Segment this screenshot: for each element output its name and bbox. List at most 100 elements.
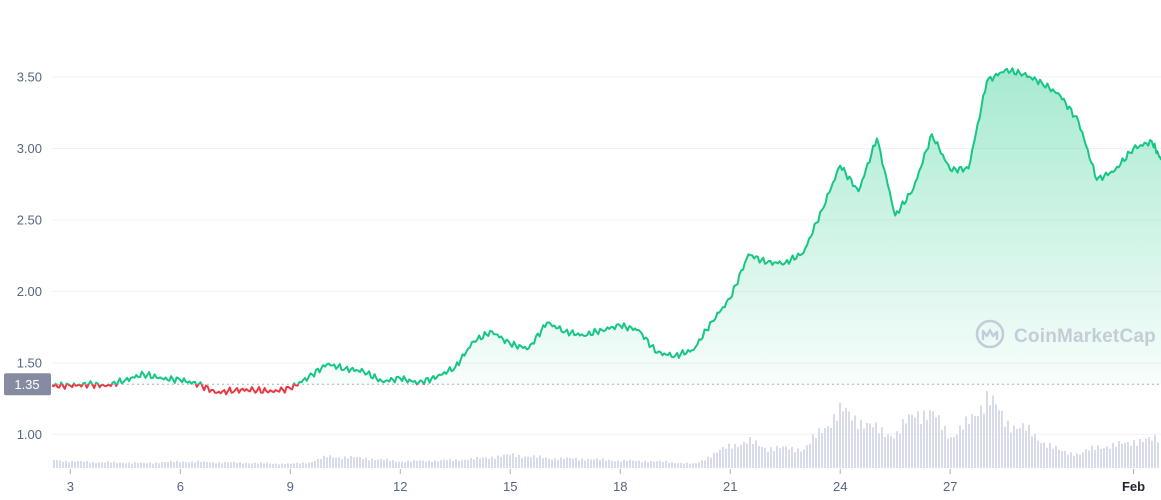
volume-bar bbox=[482, 457, 484, 468]
volume-bar bbox=[1085, 449, 1087, 468]
x-tick-label: 27 bbox=[943, 479, 957, 494]
volume-bar bbox=[551, 459, 553, 468]
x-tick-label: Feb bbox=[1122, 479, 1145, 494]
volume-bar bbox=[803, 449, 805, 468]
volume-bar bbox=[386, 458, 388, 468]
volume-bar bbox=[209, 462, 211, 468]
volume-bar bbox=[743, 441, 745, 468]
volume-bar bbox=[926, 419, 928, 468]
volume-bar bbox=[1040, 443, 1042, 468]
volume-bar bbox=[350, 456, 352, 468]
x-axis-ticks: 3 6 9 12 15 18 21 24 27 Feb bbox=[67, 469, 1145, 494]
volume-bar bbox=[77, 460, 79, 468]
coinmarketcap-watermark: CoinMarketCap bbox=[975, 319, 1156, 349]
price-line-down bbox=[51, 384, 426, 396]
volume-bar bbox=[149, 462, 151, 468]
volume-bar bbox=[626, 461, 628, 468]
volume-bar bbox=[188, 462, 190, 468]
volume-bar bbox=[194, 462, 196, 468]
volume-bar bbox=[881, 427, 883, 468]
volume-bar bbox=[248, 463, 250, 468]
volume-bar bbox=[173, 462, 175, 468]
volume-bar bbox=[515, 456, 517, 468]
volume-bar bbox=[947, 438, 949, 468]
volume-bar bbox=[554, 458, 556, 468]
volume-bar bbox=[563, 459, 565, 468]
volume-bar bbox=[527, 456, 529, 468]
volume-bar bbox=[359, 457, 361, 468]
volume-bar bbox=[326, 457, 328, 468]
volume-bar bbox=[410, 461, 412, 468]
volume-bar bbox=[401, 461, 403, 468]
volume-bar bbox=[821, 433, 823, 468]
volume-bar bbox=[269, 463, 271, 468]
volume-bar bbox=[959, 425, 961, 468]
volume-bar bbox=[662, 462, 664, 468]
y-axis-ticks: 1.00 1.50 2.00 2.50 3.00 3.50 bbox=[17, 70, 42, 442]
y-tick-label: 3.00 bbox=[17, 141, 42, 156]
volume-bar bbox=[1001, 410, 1003, 468]
volume-bar bbox=[98, 462, 100, 468]
volume-bar bbox=[992, 395, 994, 468]
volume-bar bbox=[281, 463, 283, 468]
volume-bar bbox=[605, 460, 607, 468]
volume-bar bbox=[164, 462, 166, 468]
volume-bar bbox=[392, 459, 394, 468]
volume-bar bbox=[494, 458, 496, 468]
price-area bbox=[52, 68, 1161, 385]
volume-bar bbox=[665, 461, 667, 468]
volume-bar bbox=[725, 448, 727, 468]
x-tick-label: 9 bbox=[287, 479, 294, 494]
volume-bar bbox=[68, 462, 70, 468]
volume-bar bbox=[611, 460, 613, 468]
volume-bar bbox=[1079, 454, 1081, 468]
volume-bar bbox=[929, 409, 931, 468]
volume-bar bbox=[1154, 435, 1156, 468]
volume-bar bbox=[1019, 428, 1021, 468]
volume-bar bbox=[356, 457, 358, 468]
volume-bar bbox=[650, 461, 652, 468]
volume-bar bbox=[614, 461, 616, 468]
volume-bar bbox=[365, 457, 367, 468]
x-tick-label: 21 bbox=[723, 479, 737, 494]
volume-bar bbox=[485, 457, 487, 468]
volume-bar bbox=[707, 456, 709, 468]
volume-bar bbox=[56, 460, 58, 468]
volume-bar bbox=[1016, 429, 1018, 468]
volume-bar bbox=[329, 455, 331, 468]
volume-bar bbox=[524, 456, 526, 468]
volume-bar bbox=[311, 462, 313, 468]
volume-bar bbox=[677, 463, 679, 468]
volume-bar bbox=[1145, 438, 1147, 468]
x-tick-label: 6 bbox=[177, 479, 184, 494]
volume-bar bbox=[686, 462, 688, 468]
price-line-up bbox=[54, 67, 1161, 385]
volume-bar bbox=[1058, 449, 1060, 468]
x-tick-label: 18 bbox=[613, 479, 627, 494]
volume-bar bbox=[980, 405, 982, 468]
volume-bar bbox=[347, 458, 349, 468]
volume-bar bbox=[956, 434, 958, 468]
x-tick-label: 12 bbox=[393, 479, 407, 494]
volume-bar bbox=[647, 462, 649, 468]
volume-bar bbox=[839, 402, 841, 468]
volume-bar bbox=[1028, 424, 1030, 468]
volume-bar bbox=[1031, 436, 1033, 468]
volume-bar bbox=[1139, 438, 1141, 468]
volume-bar bbox=[734, 443, 736, 468]
volume-bar bbox=[272, 463, 274, 468]
volume-bar bbox=[716, 452, 718, 468]
volume-bar bbox=[437, 461, 439, 468]
volume-bar bbox=[1088, 450, 1090, 468]
volume-bar bbox=[638, 460, 640, 468]
volume-bar bbox=[770, 447, 772, 468]
volume-bar bbox=[176, 460, 178, 468]
volume-bar bbox=[1013, 425, 1015, 468]
volume-bar bbox=[869, 423, 871, 468]
volume-bar bbox=[1157, 442, 1159, 468]
volume-bar bbox=[854, 415, 856, 468]
volume-bar bbox=[1037, 440, 1039, 468]
volume-bar bbox=[299, 463, 301, 468]
volume-bar bbox=[1076, 453, 1078, 468]
volume-bar bbox=[791, 446, 793, 468]
